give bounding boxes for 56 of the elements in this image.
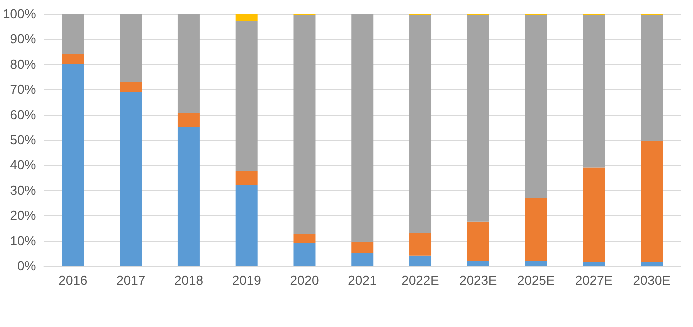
bar (352, 242, 374, 254)
x-tick-label: 2022E (402, 273, 440, 288)
x-tick-label: 2020 (290, 273, 320, 288)
bar (525, 15, 548, 198)
x-tick-label: 2030E (633, 273, 672, 288)
bar (525, 198, 548, 261)
x-tick-label: 2017 (116, 273, 146, 288)
bar (641, 262, 664, 266)
bar (583, 262, 606, 266)
x-tick-label: 2016 (58, 273, 88, 288)
bar (525, 260, 548, 266)
bar (178, 14, 200, 114)
bar (120, 14, 142, 82)
y-tick-label: 60% (10, 107, 37, 122)
bar (294, 234, 316, 244)
bar (62, 64, 84, 266)
y-tick-label: 70% (10, 82, 37, 98)
y-tick-label: 90% (10, 32, 37, 47)
y-tick-label: 50% (10, 132, 37, 148)
bar (294, 15, 316, 234)
bar (236, 22, 258, 172)
bar (236, 14, 258, 22)
x-tick-label: 2023E (460, 273, 498, 288)
bar (178, 114, 200, 128)
y-tick-label: 0% (17, 258, 37, 274)
y-tick-label: 30% (10, 182, 37, 198)
bar (120, 82, 142, 92)
bar (294, 243, 316, 266)
y-tick-label: 100% (3, 6, 37, 22)
bar (352, 253, 374, 266)
bar (62, 14, 84, 54)
bar (352, 14, 374, 242)
bar (641, 141, 664, 262)
bar (120, 92, 142, 266)
bar (467, 15, 490, 222)
x-tick-label: 2025E (517, 273, 556, 288)
y-tick-label: 10% (10, 233, 37, 248)
bar (410, 15, 432, 234)
y-tick-label: 80% (10, 56, 37, 72)
y-tick-label: 20% (10, 208, 37, 224)
x-tick-label: 2021 (348, 273, 378, 288)
bar (641, 15, 664, 142)
bar (62, 54, 84, 64)
bar (583, 15, 606, 168)
y-tick-label: 40% (10, 158, 37, 173)
bar (410, 256, 432, 266)
bar (236, 185, 258, 266)
bar (583, 168, 606, 262)
bar (178, 127, 200, 266)
bar (467, 222, 490, 261)
x-tick-label: 2018 (174, 273, 204, 288)
bar (236, 172, 258, 186)
x-tick-label: 2027E (575, 273, 614, 288)
x-tick-label: 2019 (232, 273, 262, 288)
bar (410, 233, 432, 256)
bar (467, 260, 490, 266)
